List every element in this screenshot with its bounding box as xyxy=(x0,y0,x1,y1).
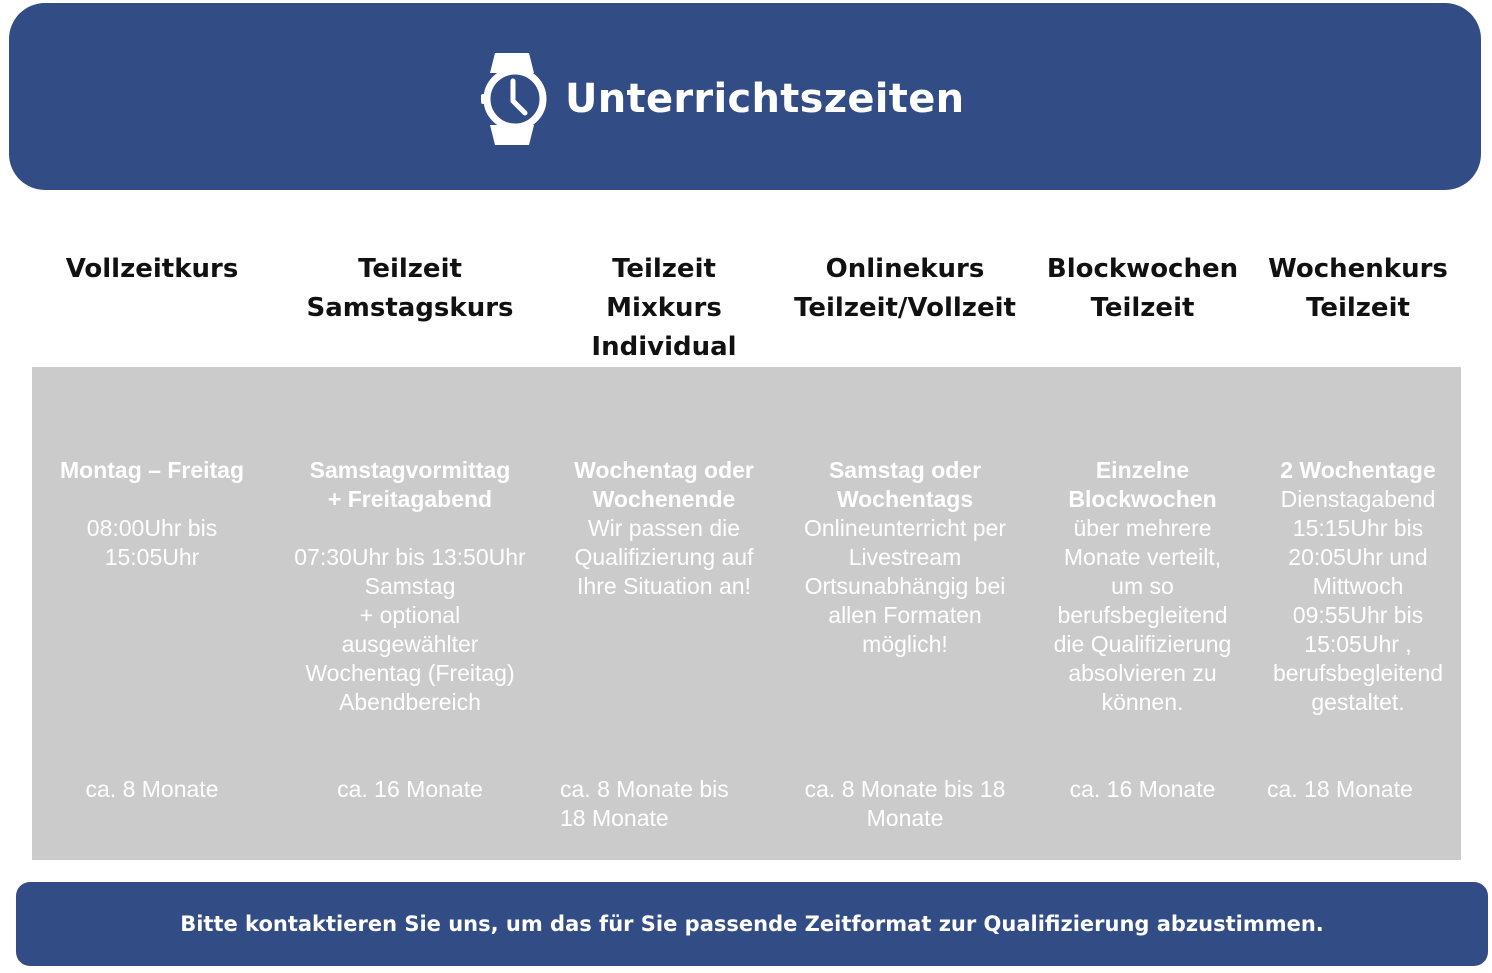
course-duration-line: 18 Monate xyxy=(560,805,669,831)
schedule-detail: gestaltet. xyxy=(1311,689,1405,715)
schedule-detail: Onlineunterricht per xyxy=(804,515,1006,541)
column-header: Vollzeitkurs xyxy=(32,250,272,289)
schedule-detail: können. xyxy=(1101,689,1184,715)
schedule-detail: Ihre Situation an! xyxy=(577,573,751,599)
schedule-detail: um so xyxy=(1111,573,1174,599)
schedule-detail: + optional xyxy=(359,602,461,628)
course-duration-line: ca. 18 Monate xyxy=(1267,776,1413,802)
schedule-highlight: 2 Wochentage xyxy=(1280,457,1436,483)
column-header: Wochenkurs Teilzeit xyxy=(1255,250,1461,328)
schedule-cell: Wochentag oder Wochenende Wir passen die Qu… xyxy=(548,367,780,860)
course-duration: ca. 8 Monate bis 18 Monate xyxy=(548,775,780,833)
title-group: Unterrichtszeiten xyxy=(479,51,964,147)
column-header-line: Mixkurs xyxy=(606,293,722,323)
schedule-highlight: Samstagvormittag xyxy=(309,457,511,483)
schedule-highlight: Wochentag oder xyxy=(574,457,754,483)
schedule-highlight: Montag – Freitag xyxy=(59,457,244,483)
schedule-detail: 07:30Uhr bis 13:50Uhr xyxy=(294,544,526,570)
schedule-highlight: Blockwochen xyxy=(1068,486,1217,512)
schedule-detail: allen Formaten xyxy=(828,602,982,628)
column-header-line: Teilzeit xyxy=(1090,293,1195,323)
contact-text: Bitte kontaktieren Sie uns, um das für S… xyxy=(180,912,1324,936)
schedule-detail: berufsbegleitend xyxy=(1272,660,1444,686)
course-duration-line: ca. 16 Monate xyxy=(1069,776,1216,802)
schedule-detail: 15:05Uhr xyxy=(104,544,200,570)
schedule-cell: 2 Wochentage Dienstagabend 15:15Uhr bis 20:… xyxy=(1255,367,1461,860)
column-header-line: Teilzeit/Vollzeit xyxy=(794,293,1016,323)
schedule-detail: die Qualifizierung xyxy=(1053,631,1232,657)
column-header-line: Samstagskurs xyxy=(306,293,514,323)
schedule-highlight: Wochentags xyxy=(836,486,974,512)
schedule-detail: möglich! xyxy=(862,631,948,657)
course-duration: ca. 16 Monate xyxy=(1030,775,1255,804)
course-duration: ca. 8 Monate xyxy=(32,775,272,804)
schedule-detail: Abendbereich xyxy=(339,689,481,715)
schedule-cell: Samstagvormittag + Freitagabend 07:30Uhr b… xyxy=(272,367,548,860)
schedule-description: Einzelne Blockwochen über mehrere Monate ve… xyxy=(1030,456,1255,717)
schedule-detail: Ortsunabhängig bei xyxy=(804,573,1006,599)
schedule-detail: Samstag xyxy=(364,573,456,599)
schedule-detail xyxy=(272,514,548,543)
schedule-detail: 20:05Uhr und xyxy=(1288,544,1428,570)
column-header-line: Individual xyxy=(591,332,737,362)
column-header-line: Teilzeit xyxy=(1306,293,1410,323)
column-header: Teilzeit Samstagskurs xyxy=(272,250,548,328)
schedule-detail: berufsbegleitend xyxy=(1057,602,1228,628)
course-duration-line: Monate xyxy=(866,805,944,831)
course-duration-line: ca. 16 Monate xyxy=(337,776,483,802)
course-duration: ca. 18 Monate xyxy=(1255,775,1461,804)
column-header: Teilzeit Mixkurs Individual xyxy=(548,250,780,367)
schedule-detail: Monate verteilt, xyxy=(1063,544,1222,570)
schedule-description: 2 Wochentage Dienstagabend 15:15Uhr bis 20:… xyxy=(1255,456,1461,717)
schedule-description: Wochentag oder Wochenende Wir passen die Qu… xyxy=(548,456,780,601)
column-header: Onlinekurs Teilzeit/Vollzeit xyxy=(780,250,1030,328)
schedule-detail: 15:15Uhr bis xyxy=(1292,515,1424,541)
schedule-description: Samstag oder Wochentags Onlineunterricht p… xyxy=(780,456,1030,659)
schedule-cell: Montag – Freitag 08:00Uhr bis 15:05Uhr ca. … xyxy=(32,367,272,860)
schedule-detail: über mehrere xyxy=(1073,515,1212,541)
course-duration-line: ca. 8 Monate xyxy=(85,776,219,802)
schedule-detail: 09:55Uhr bis xyxy=(1292,602,1424,628)
schedule-description: Montag – Freitag 08:00Uhr bis 15:05Uhr xyxy=(32,456,272,572)
schedule-detail: 08:00Uhr bis xyxy=(86,515,218,541)
schedule-detail: Livestream xyxy=(848,544,962,570)
column-header: Blockwochen Teilzeit xyxy=(1030,250,1255,328)
column-header-line: Teilzeit xyxy=(612,254,716,284)
column-header-line: Vollzeitkurs xyxy=(65,254,239,284)
schedule-cell: Einzelne Blockwochen über mehrere Monate ve… xyxy=(1030,367,1255,860)
column-header-line: Onlinekurs xyxy=(825,254,985,284)
schedule-detail: absolvieren zu xyxy=(1068,660,1217,686)
course-duration: ca. 8 Monate bis 18 Monate xyxy=(780,775,1030,833)
schedule-detail: Dienstagabend xyxy=(1280,486,1436,512)
course-duration: ca. 16 Monate xyxy=(272,775,548,804)
header-banner: Unterrichtszeiten xyxy=(9,3,1481,190)
schedule-detail: Qualifizierung auf xyxy=(574,544,754,570)
column-header-line: Teilzeit xyxy=(358,254,462,284)
schedule-detail: Mittwoch xyxy=(1312,573,1404,599)
column-header-line: Wochenkurs xyxy=(1268,254,1448,284)
schedule-highlight: Samstag oder xyxy=(828,457,982,483)
schedule-detail: Wir passen die xyxy=(587,515,741,541)
schedule-detail: Wochentag (Freitag) xyxy=(305,660,515,686)
schedule-detail: ausgewählter xyxy=(341,631,479,657)
page-title: Unterrichtszeiten xyxy=(565,76,965,122)
course-duration-line: ca. 8 Monate bis xyxy=(560,776,729,802)
course-duration-line: ca. 8 Monate bis 18 xyxy=(804,776,1006,802)
schedule-detail: 15:05Uhr , xyxy=(1304,631,1412,657)
schedule-highlight: + Freitagabend xyxy=(327,486,493,512)
wristwatch-icon xyxy=(481,53,547,145)
schedule-highlight: Einzelne xyxy=(1095,457,1190,483)
contact-banner: Bitte kontaktieren Sie uns, um das für S… xyxy=(16,882,1488,966)
schedule-description: Samstagvormittag + Freitagabend 07:30Uhr b… xyxy=(272,456,548,717)
schedule-detail xyxy=(32,485,272,514)
schedule-highlight: Wochenende xyxy=(592,486,736,512)
schedule-table-body: Montag – Freitag 08:00Uhr bis 15:05Uhr ca. … xyxy=(32,367,1461,860)
schedule-cell: Samstag oder Wochentags Onlineunterricht p… xyxy=(780,367,1030,860)
column-headers: Vollzeitkurs Teilzeit Samstagskurs Teilzeit… xyxy=(32,250,1461,368)
column-header-line: Blockwochen xyxy=(1046,254,1239,284)
